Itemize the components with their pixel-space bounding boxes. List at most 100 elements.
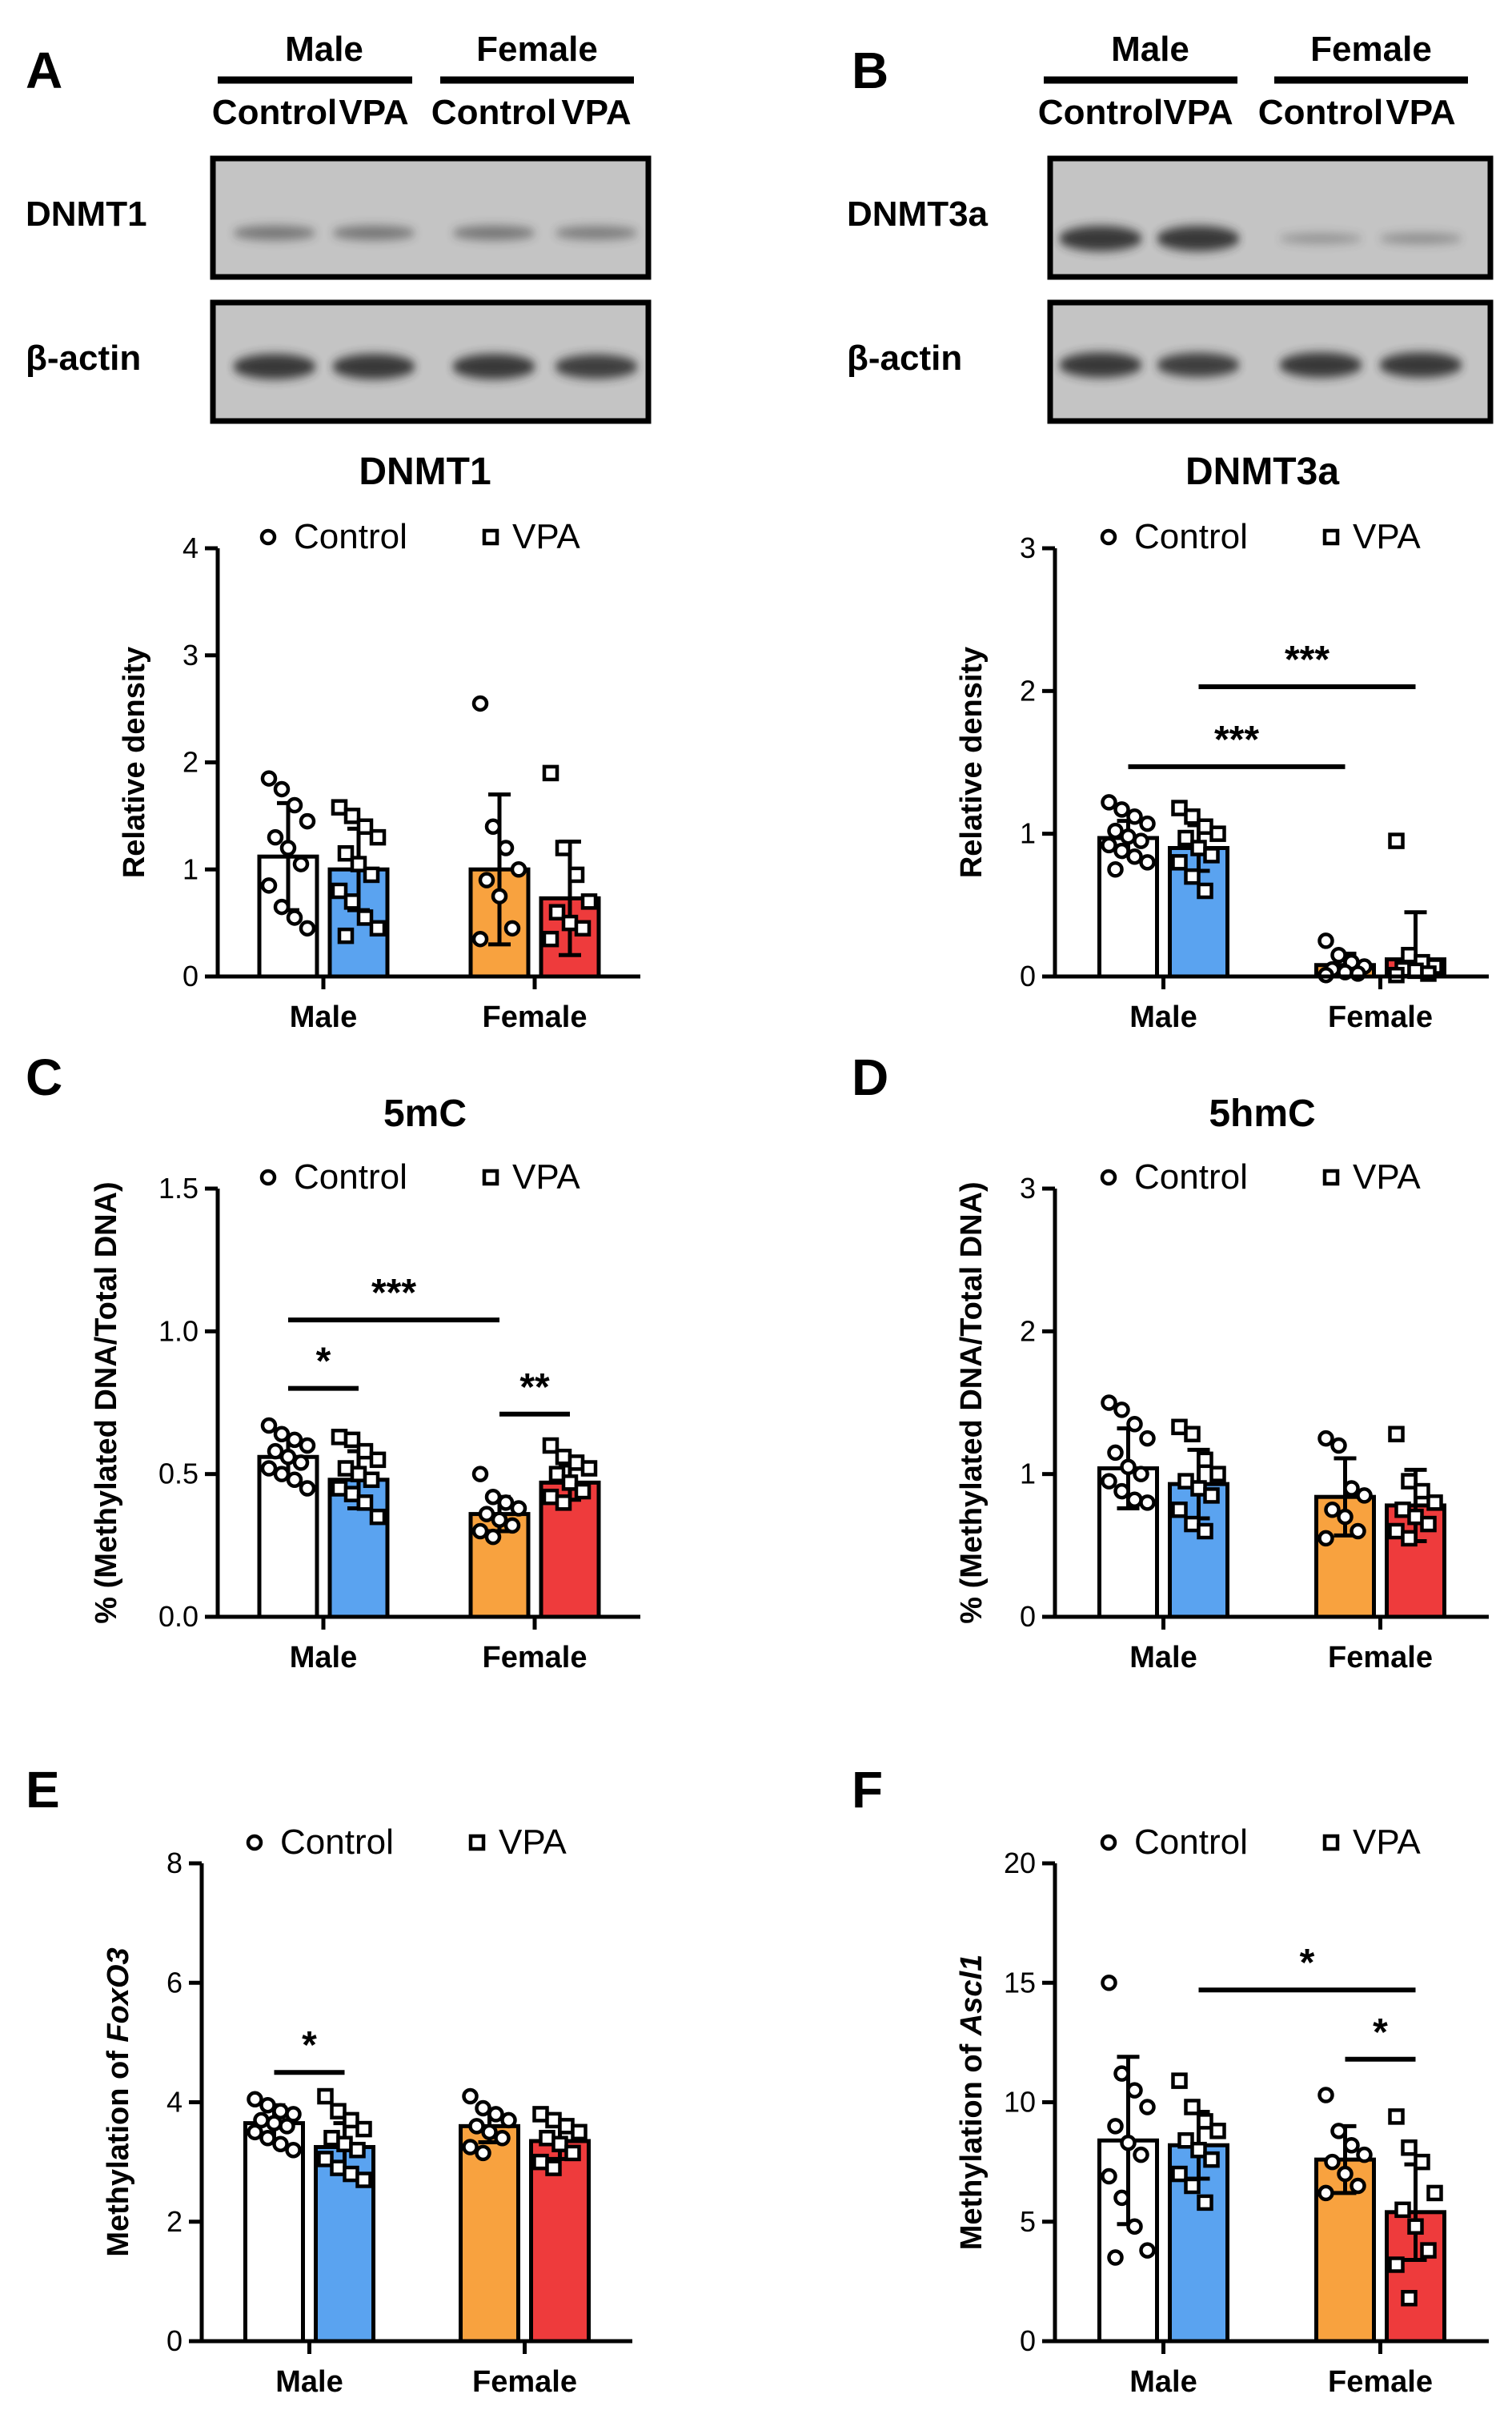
data-point — [551, 2135, 568, 2152]
blot-band — [233, 225, 316, 241]
data-point — [1113, 801, 1130, 818]
data-point — [337, 1460, 355, 1477]
blot-band — [1059, 352, 1142, 378]
chart-foxo3: E Control VPA 0 2 4 6 8 Male Female Methylation of… — [26, 1761, 632, 2399]
data-point — [484, 1528, 502, 1546]
data-point — [497, 1494, 515, 1511]
blot-band — [1059, 226, 1142, 251]
y-tick-label: 1.5 — [158, 1172, 199, 1205]
data-point — [1171, 1418, 1188, 1436]
blot-a-membrane-1 — [210, 155, 652, 280]
data-point — [343, 808, 361, 824]
data-point — [574, 1482, 592, 1500]
blot-b-group-female: Female — [1310, 30, 1432, 69]
data-point — [299, 1480, 316, 1497]
data-point — [1203, 1487, 1220, 1504]
x-category-label: Male — [1129, 1641, 1197, 1674]
panel-letter: E — [26, 1761, 60, 1818]
data-point — [1126, 2218, 1143, 2235]
data-point — [331, 1429, 348, 1446]
data-point — [292, 1454, 310, 1471]
data-point — [1317, 2184, 1334, 2202]
y-axis-title: Methylation of Ascl1 — [955, 1955, 989, 2251]
data-point — [1101, 794, 1117, 811]
legend-vpa-marker — [482, 528, 499, 546]
legend-control-marker — [1100, 528, 1117, 546]
data-point — [1171, 800, 1188, 816]
data-point — [1126, 808, 1143, 825]
western-blot-a: A Male Female Control VPA Control VPA DN… — [26, 30, 652, 424]
blot-a-row-label-2: β-actin — [26, 339, 141, 378]
data-point — [259, 2096, 276, 2114]
data-point — [558, 2118, 575, 2135]
data-point — [500, 2111, 517, 2129]
data-point — [1120, 1458, 1137, 1475]
blot-b-bands-1 — [1059, 226, 1462, 251]
data-point — [1337, 2165, 1354, 2183]
data-point — [494, 2130, 511, 2147]
data-point — [1139, 1494, 1156, 1511]
data-point — [363, 866, 380, 884]
data-point — [1388, 832, 1405, 849]
data-point — [266, 2115, 283, 2131]
data-point — [323, 2130, 340, 2147]
y-tick-label: 0 — [166, 2324, 182, 2357]
data-point — [1107, 861, 1124, 878]
blot-membrane — [1047, 155, 1494, 280]
y-tick-label: 3 — [1020, 1172, 1036, 1205]
data-point — [574, 920, 592, 937]
data-point — [355, 2120, 372, 2138]
significance-label: * — [302, 2024, 317, 2067]
data-point — [1350, 1522, 1366, 1540]
data-point — [1407, 2218, 1424, 2235]
data-point — [548, 1466, 566, 1482]
data-point — [273, 898, 291, 916]
y-axis-title-text: % (Methylated DNA/Total DNA) — [90, 1181, 123, 1623]
x-category-label: Male — [290, 1641, 357, 1674]
data-point — [1133, 2146, 1149, 2163]
data-point — [478, 872, 495, 888]
data-point — [260, 770, 278, 787]
data-point — [555, 1494, 572, 1511]
data-point — [343, 893, 361, 910]
y-tick-label: 1 — [182, 852, 199, 885]
data-point — [1101, 1394, 1117, 1411]
data-point — [1139, 2099, 1156, 2115]
data-point — [259, 2130, 276, 2147]
blot-a-lane-1: Control — [212, 93, 337, 132]
blot-a-row-label-1: DNMT1 — [26, 194, 147, 234]
data-point — [1203, 847, 1220, 864]
data-point — [247, 2091, 263, 2108]
legend-control-marker — [1100, 1834, 1117, 1851]
data-point — [1330, 947, 1347, 964]
data-point — [1107, 2118, 1124, 2135]
data-point — [471, 695, 489, 712]
data-point — [1394, 2201, 1411, 2219]
blot-band — [332, 225, 415, 241]
y-tick-label: 2 — [166, 2205, 182, 2238]
data-point — [1401, 1473, 1418, 1490]
y-tick-label: 0.5 — [158, 1458, 199, 1490]
data-point — [331, 1480, 348, 1497]
data-point — [349, 2141, 366, 2159]
data-point — [279, 2118, 295, 2135]
significance-label: *** — [1285, 639, 1330, 681]
data-point — [1388, 2108, 1405, 2125]
legend-vpa-label: VPA — [1353, 1157, 1421, 1197]
legend-vpa-marker — [468, 1834, 486, 1851]
data-point — [1184, 808, 1201, 825]
data-point — [286, 796, 303, 814]
legend: Control VPA — [259, 517, 580, 556]
data-point — [343, 1431, 361, 1449]
blot-b-lane-1: Control — [1038, 93, 1163, 132]
panel-letter-b: B — [852, 42, 888, 99]
data-point — [1394, 1502, 1411, 1518]
x-category-label: Male — [1129, 1000, 1197, 1034]
x-category-label: Male — [275, 2365, 343, 2399]
data-point — [1101, 2167, 1117, 2185]
data-point — [532, 2106, 549, 2123]
data-point — [286, 909, 303, 926]
data-point — [1107, 822, 1124, 840]
data-point — [568, 1454, 585, 1471]
data-point — [1197, 1522, 1213, 1540]
